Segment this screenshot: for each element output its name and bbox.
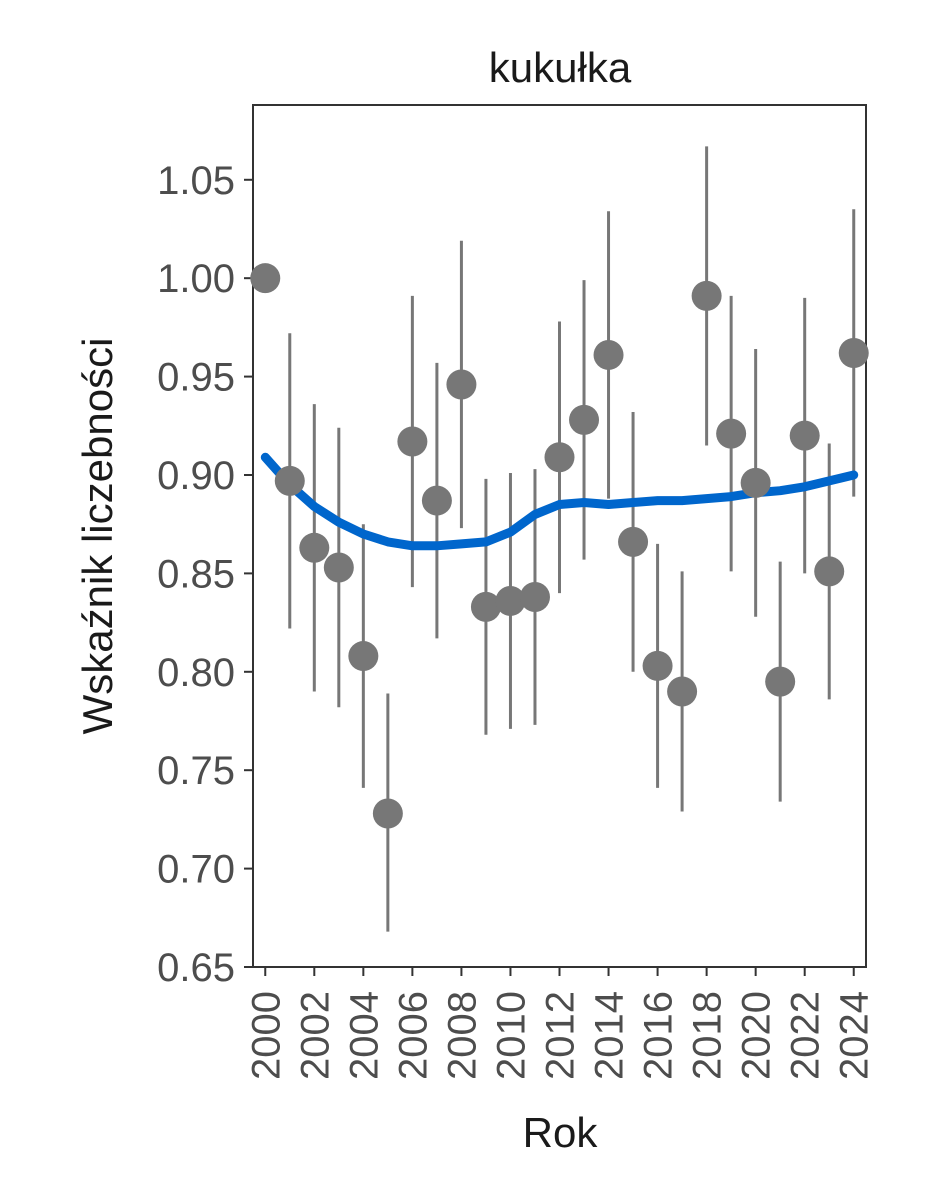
x-tick-label: 2024 [833,991,877,1080]
x-axis-title: Rok [523,1109,599,1156]
data-point [789,420,820,451]
y-tick-label: 0.85 [157,552,235,596]
data-point [348,641,379,672]
data-point [397,426,428,457]
y-axis: 0.65 0.70 0.75 0.80 0.85 0.90 0.95 1.00 1.05 [157,159,253,990]
data-points [250,263,869,829]
y-tick-label: 0.70 [157,848,235,892]
y-tick-label: 0.80 [157,651,235,695]
data-point [274,465,305,496]
data-point [593,339,624,370]
x-tick-label: 2018 [686,991,730,1080]
y-tick-label: 0.75 [157,749,235,793]
data-point [740,467,771,498]
y-tick-label: 0.95 [157,356,235,400]
data-point [323,552,354,583]
data-point [421,485,452,516]
chart-title: kukułka [489,44,632,91]
x-tick-label: 2000 [244,991,288,1080]
data-point [470,591,501,622]
data-point [446,369,477,400]
x-tick-label: 2004 [342,991,386,1080]
data-point [544,442,575,473]
y-tick-label: 1.05 [157,159,235,203]
data-point [495,585,526,616]
data-point [372,798,403,829]
x-tick-label: 2006 [391,991,435,1080]
x-tick-label: 2008 [440,991,484,1080]
data-point [691,280,722,311]
data-point [569,404,600,435]
x-tick-label: 2020 [735,991,779,1080]
data-point [519,582,550,613]
data-point [814,556,845,587]
x-tick-label: 2016 [637,991,681,1080]
x-tick-label: 2010 [489,991,533,1080]
y-tick-label: 1.00 [157,257,235,301]
data-point [618,526,649,557]
x-axis: 2000 2002 2004 2006 2008 2010 2012 2014 2016 2018… [244,967,877,1080]
data-point [716,418,747,449]
data-point [667,676,698,707]
x-tick-label: 2012 [539,991,583,1080]
data-point [299,532,330,563]
y-tick-label: 0.90 [157,454,235,498]
y-axis-title: Wskaźnik liczebności [74,338,121,735]
data-point [838,337,869,368]
x-tick-label: 2022 [784,991,828,1080]
data-point [765,666,796,697]
x-tick-label: 2014 [588,991,632,1080]
x-tick-label: 2002 [293,991,337,1080]
data-point [642,650,673,681]
y-tick-label: 0.65 [157,946,235,990]
data-point [250,263,281,294]
